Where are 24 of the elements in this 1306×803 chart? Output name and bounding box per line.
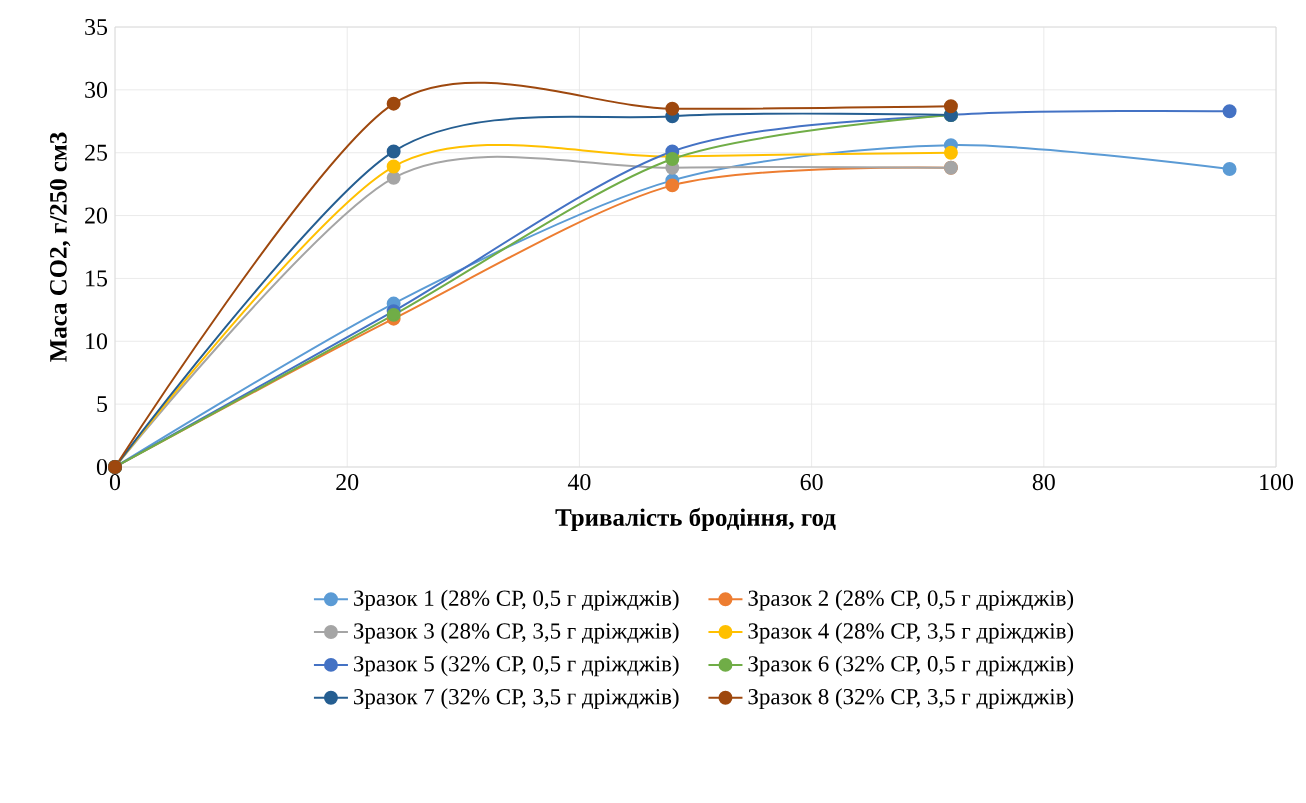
y-tick-label: 30	[85, 81, 108, 98]
legend-label: Зразок 7 (32% СР, 3,5 г дріжджів)	[354, 688, 679, 710]
legend-label: Зразок 3 (28% СР, 3,5 г дріжджів)	[354, 622, 679, 644]
y-tick-label: 35	[85, 18, 108, 36]
x-tick-label: 100	[1260, 474, 1294, 491]
x-tick-label: 60	[800, 474, 823, 491]
y-tick-label: 0	[96, 458, 108, 476]
x-tick-label: 0	[109, 474, 121, 491]
legend-label: Зразок 2 (28% СР, 0,5 г дріжджів)	[748, 589, 1074, 611]
legend-label: Зразок 1 (28% СР, 0,5 г дріжджів)	[354, 589, 679, 611]
x-axis-title: Тривалість бродіння, год	[555, 507, 836, 531]
legend-label: Зразок 4 (28% СР, 3,5 г дріжджів)	[748, 622, 1074, 644]
legend-label: Зразок 8 (32% СР, 3,5 г дріжджів)	[748, 688, 1074, 710]
y-tick-label: 25	[85, 144, 108, 161]
y-tick-label: 5	[97, 396, 108, 413]
y-tick-label: 15	[86, 270, 108, 287]
x-tick-label: 20	[336, 474, 359, 491]
x-tick-label: 40	[567, 474, 591, 491]
legend-label: Зразок 6 (32% СР, 0,5 г дріжджів)	[748, 655, 1074, 677]
y-axis-title: Маса CO2, г/250 см3	[49, 132, 71, 362]
y-tick-label: 20	[85, 207, 108, 224]
x-tick-label: 80	[1032, 474, 1055, 491]
legend-label: Зразок 5 (32% СР, 0,5 г дріжджів)	[354, 655, 679, 677]
y-tick-label: 10	[86, 333, 108, 350]
